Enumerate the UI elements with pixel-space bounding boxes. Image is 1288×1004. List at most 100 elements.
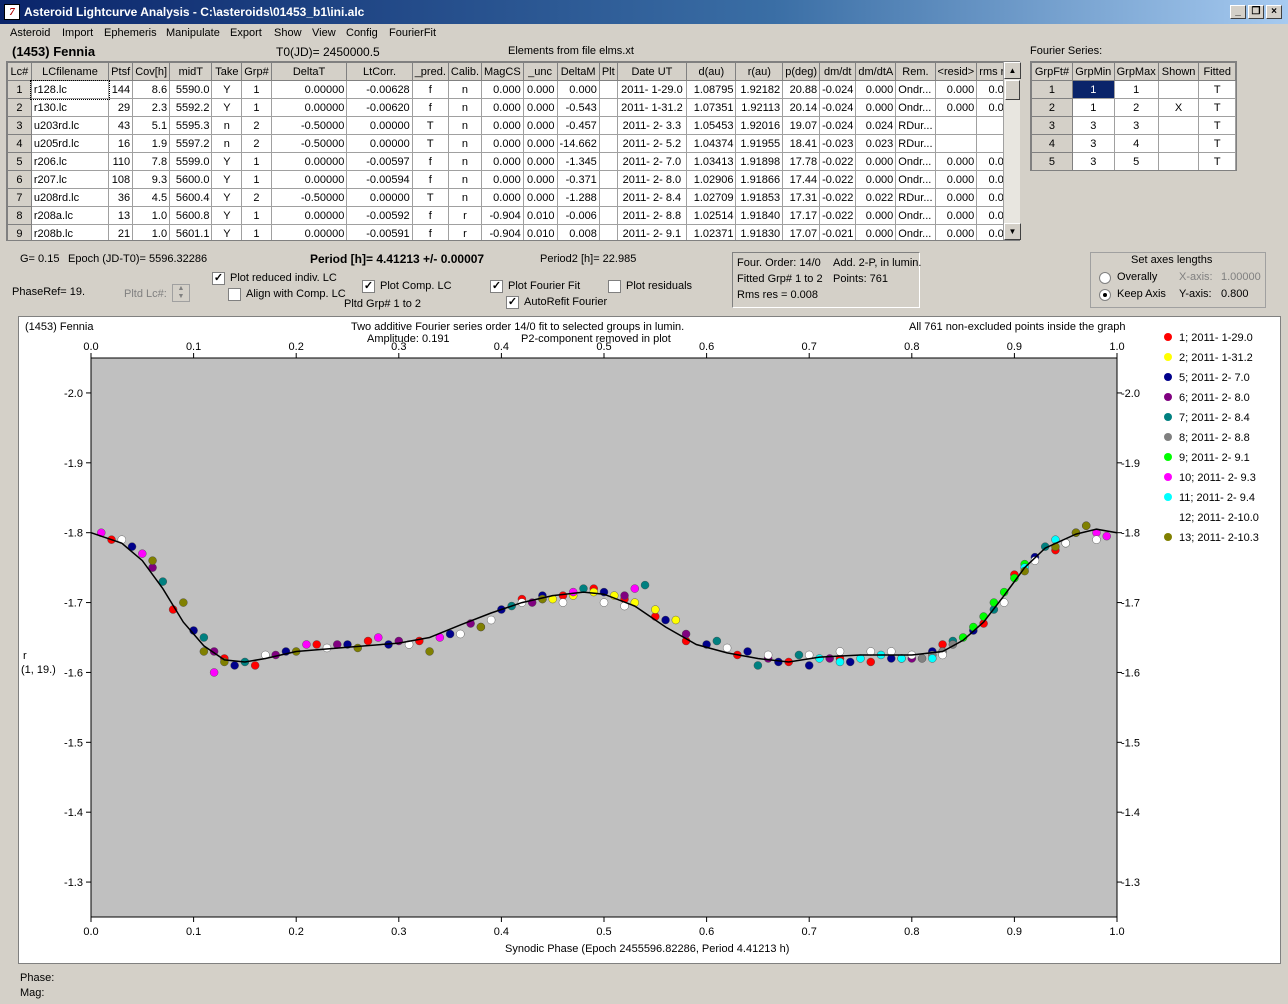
table-cell[interactable]: 1 (241, 80, 272, 99)
table-cell[interactable]: r208a.lc (30, 206, 110, 225)
table-cell[interactable]: r206.lc (30, 152, 110, 171)
table-cell[interactable]: 0.00000 (270, 152, 348, 171)
table-cell[interactable]: 1.02906 (686, 170, 737, 189)
table-cell[interactable]: r208b.lc (30, 224, 110, 240)
table-cell[interactable]: 0.000 (522, 188, 558, 207)
table-cell[interactable]: Y (211, 98, 243, 117)
table-cell[interactable]: n (447, 170, 483, 189)
table-cell[interactable] (1157, 134, 1200, 153)
row-header[interactable]: 7 (7, 188, 32, 207)
table-cell[interactable]: 18.41 (782, 134, 821, 153)
table-cell[interactable]: n (447, 188, 483, 207)
table-cell[interactable]: 5590.0 (169, 80, 213, 99)
table-cell[interactable]: n (211, 134, 243, 153)
table-cell[interactable]: -0.006 (556, 206, 600, 225)
table-cell[interactable]: 0.000 (522, 98, 558, 117)
table-cell[interactable]: 0.000 (481, 116, 524, 135)
table-cell[interactable]: 1.91955 (735, 134, 784, 153)
table-cell[interactable]: 5595.3 (169, 116, 213, 135)
lc-col-header[interactable]: Ptsf (108, 62, 134, 81)
table-cell[interactable]: RDur... (895, 188, 936, 207)
table-cell[interactable]: 0.022 (855, 188, 897, 207)
plot-residuals-checkbox[interactable] (608, 280, 621, 293)
row-header[interactable]: 5 (7, 152, 32, 171)
table-cell[interactable]: 0.00000 (346, 116, 413, 135)
table-cell[interactable]: 1 (1071, 80, 1115, 99)
table-cell[interactable]: -0.457 (556, 116, 600, 135)
table-cell[interactable] (598, 98, 618, 117)
table-row[interactable]: 5 r206.lc 110 7.8 5599.0 Y 1 0.00000 -0.00597 f n 0… (7, 152, 1019, 171)
table-cell[interactable]: 0.000 (481, 80, 524, 99)
table-cell[interactable]: -0.904 (481, 206, 524, 225)
y-axis-value[interactable]: 0.800 (1221, 288, 1249, 300)
lc-col-header[interactable]: Plt (598, 62, 618, 81)
table-cell[interactable]: 1.0 (132, 224, 171, 240)
table-cell[interactable]: 0.000 (934, 188, 978, 207)
lc-col-header[interactable]: Date UT (616, 62, 688, 81)
table-cell[interactable]: 1.9 (132, 134, 171, 153)
table-cell[interactable]: Y (211, 224, 243, 240)
table-cell[interactable]: Ondr... (895, 98, 936, 117)
table-cell[interactable]: -0.024 (819, 116, 857, 135)
plot-reduced-checkbox[interactable]: ✓ (212, 272, 225, 285)
table-cell[interactable]: -0.00591 (346, 224, 413, 240)
table-cell[interactable]: u208rd.lc (30, 188, 110, 207)
row-header[interactable]: 3 (7, 116, 32, 135)
table-cell[interactable]: 1.92016 (735, 116, 784, 135)
table-cell[interactable]: 17.78 (782, 152, 821, 171)
table-cell[interactable]: 5599.0 (169, 152, 213, 171)
lc-col-header[interactable]: dm/dtA (855, 62, 897, 81)
table-cell[interactable]: 17.17 (782, 206, 821, 225)
table-cell[interactable]: 2011- 2- 8.0 (616, 170, 688, 189)
table-cell[interactable]: n (211, 116, 243, 135)
table-cell[interactable]: u205rd.lc (30, 134, 110, 153)
fourier-col-header[interactable]: GrpMin (1071, 62, 1115, 81)
table-cell[interactable]: -0.022 (819, 170, 857, 189)
table-cell[interactable]: 0.000 (855, 80, 897, 99)
table-cell[interactable]: 2.3 (132, 98, 171, 117)
lc-col-header[interactable]: MagCS (481, 62, 524, 81)
table-cell[interactable]: 1.04374 (686, 134, 737, 153)
table-cell[interactable]: -0.00628 (346, 80, 413, 99)
table-cell[interactable] (934, 116, 978, 135)
table-cell[interactable]: 29 (108, 98, 134, 117)
fourier-col-header[interactable]: GrpMax (1113, 62, 1159, 81)
table-cell[interactable]: n (447, 116, 483, 135)
table-cell[interactable]: 0.000 (481, 134, 524, 153)
table-cell[interactable]: 0.000 (934, 98, 978, 117)
table-cell[interactable]: 0.000 (481, 98, 524, 117)
table-cell[interactable]: T (1198, 116, 1236, 135)
table-cell[interactable]: 1 (241, 170, 272, 189)
close-button[interactable]: × (1266, 5, 1282, 19)
table-cell[interactable]: Y (211, 188, 243, 207)
table-cell[interactable]: 0.00000 (270, 98, 348, 117)
table-cell[interactable]: 5600.4 (169, 188, 213, 207)
menu-show[interactable]: Show (274, 27, 302, 39)
table-cell[interactable]: 0.000 (934, 80, 978, 99)
table-cell[interactable]: -0.021 (819, 224, 857, 240)
lc-col-header[interactable]: _pred. (411, 62, 449, 81)
table-cell[interactable]: 1.02709 (686, 188, 737, 207)
table-cell[interactable]: -0.00620 (346, 98, 413, 117)
table-cell[interactable]: 3 (1071, 116, 1115, 135)
table-cell[interactable]: -0.50000 (270, 116, 348, 135)
table-cell[interactable] (598, 134, 618, 153)
table-cell[interactable]: 0.000 (556, 80, 600, 99)
table-cell[interactable]: 2011- 2- 3.3 (616, 116, 688, 135)
table-cell[interactable]: 4 (1113, 134, 1159, 153)
table-cell[interactable]: 0.000 (855, 224, 897, 240)
scroll-up-icon[interactable]: ▲ (1004, 62, 1021, 79)
table-cell[interactable]: -0.024 (819, 80, 857, 99)
table-cell[interactable]: 110 (108, 152, 134, 171)
align-comp-checkbox[interactable] (228, 288, 241, 301)
menu-view[interactable]: View (312, 27, 336, 39)
lc-col-header[interactable]: <resid> (934, 62, 978, 81)
menu-config[interactable]: Config (346, 27, 378, 39)
row-header[interactable]: 3 (1031, 116, 1073, 135)
table-cell[interactable]: 3 (1071, 134, 1115, 153)
table-cell[interactable]: 16 (108, 134, 134, 153)
table-cell[interactable]: RDur... (895, 134, 936, 153)
table-cell[interactable]: 2 (241, 134, 272, 153)
table-cell[interactable]: 0.00000 (270, 206, 348, 225)
